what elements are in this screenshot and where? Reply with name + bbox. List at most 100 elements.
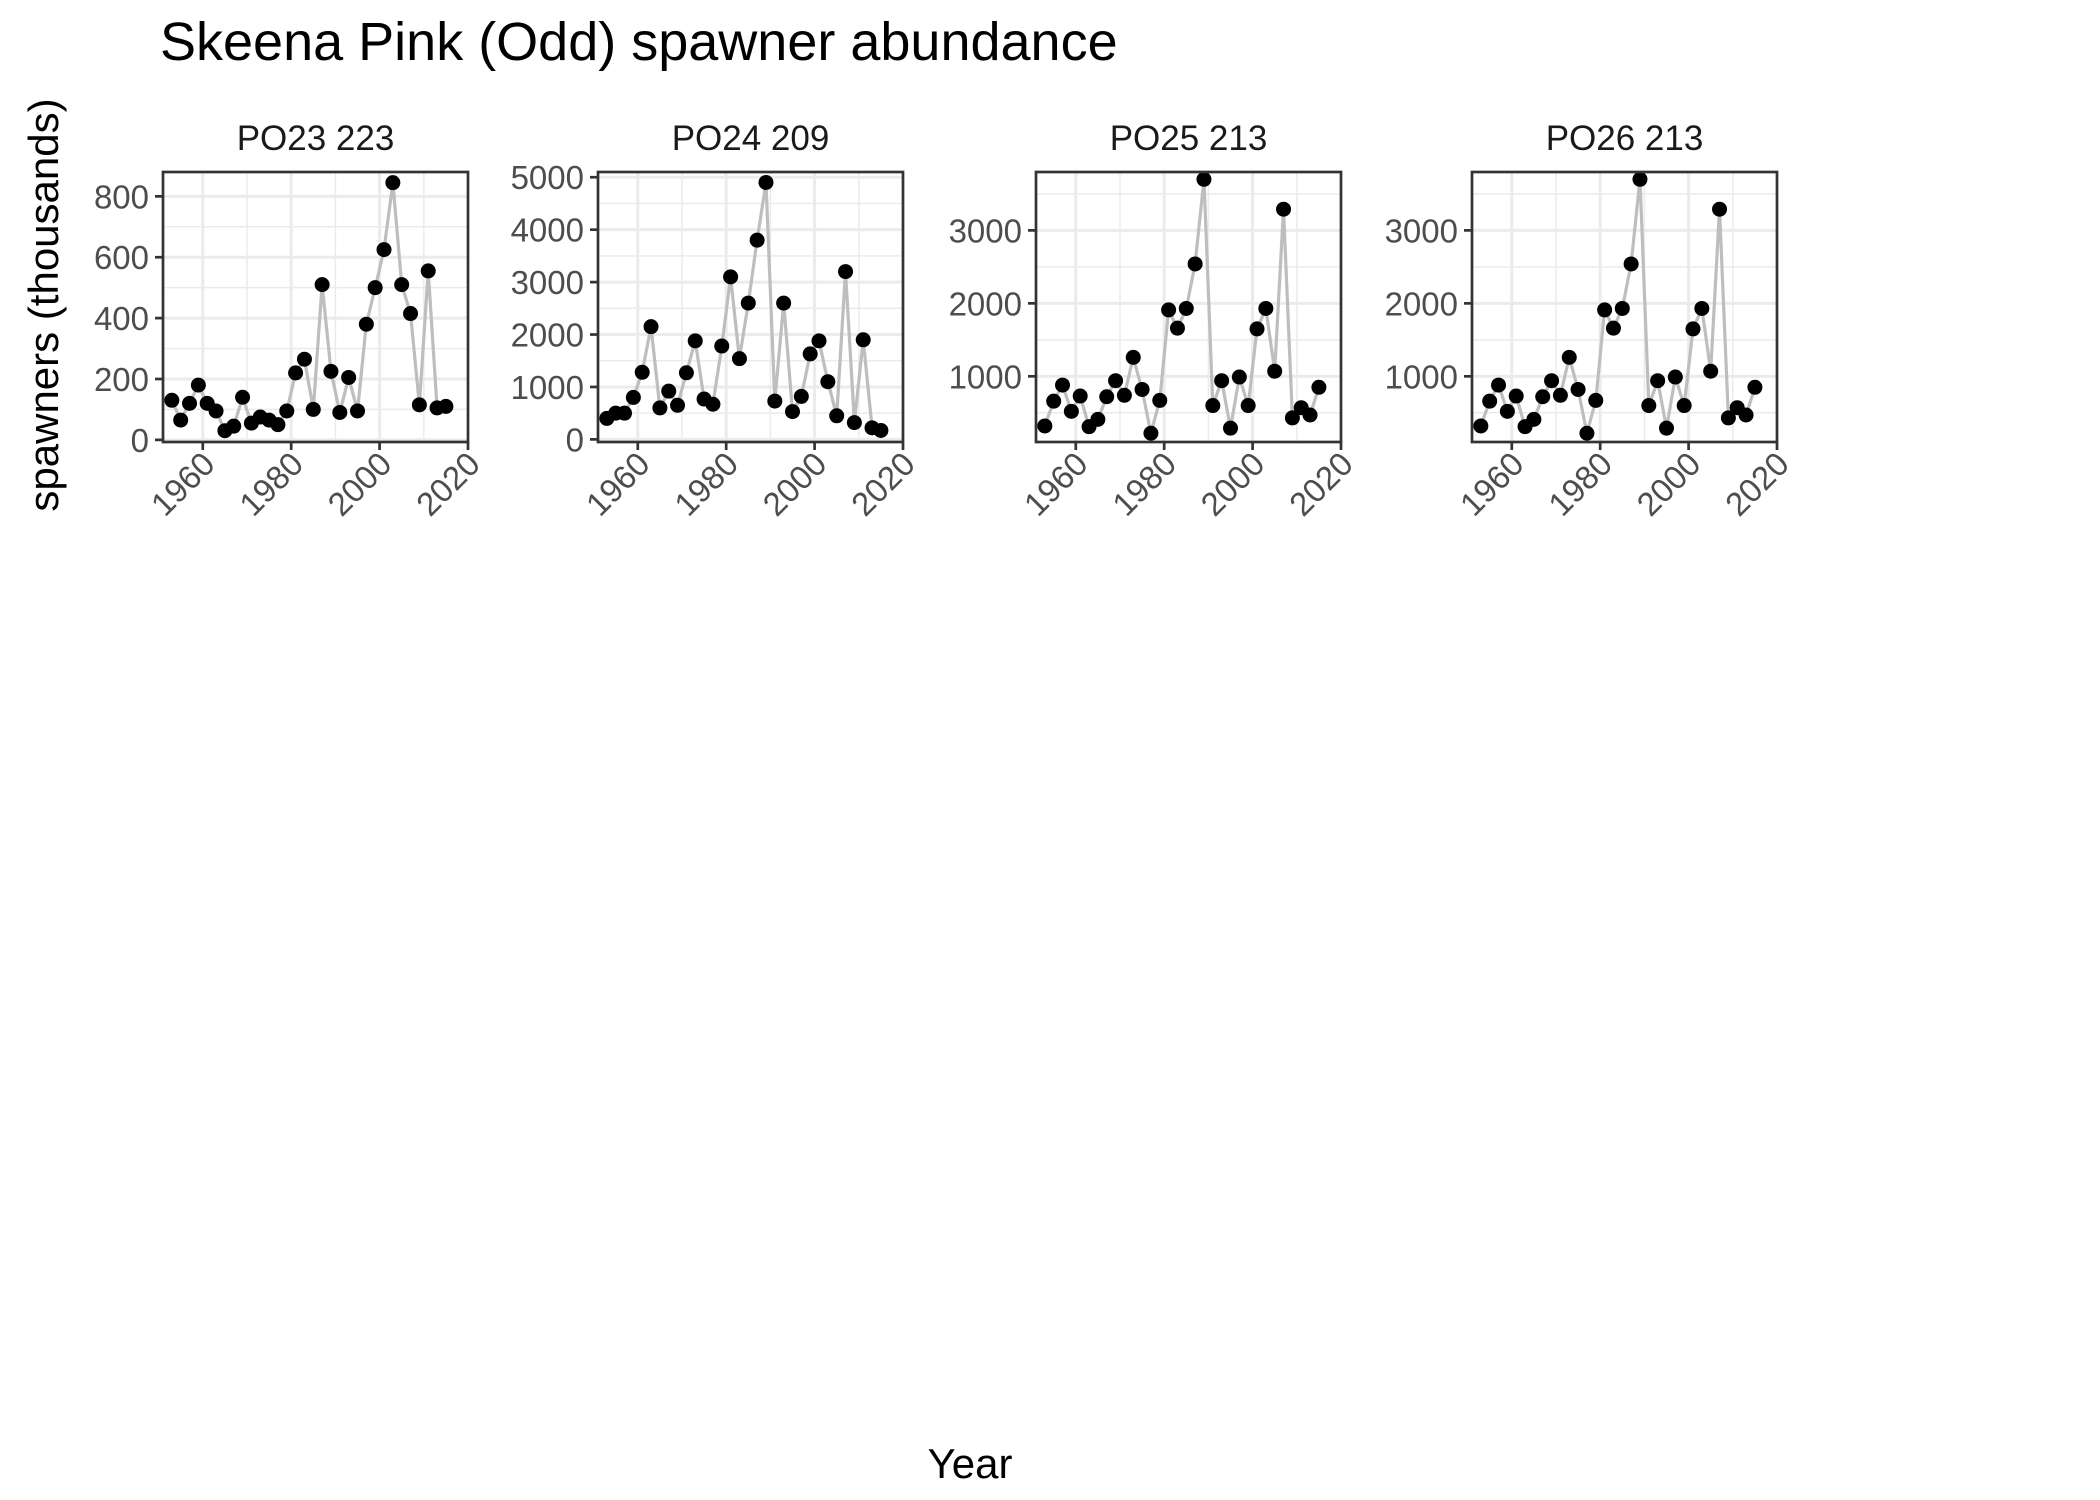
y-tick-label: 800: [94, 178, 149, 215]
x-tick-label: 2000: [1629, 445, 1707, 523]
data-point: [1267, 363, 1283, 379]
data-point: [1143, 425, 1159, 441]
panel-title: PO24 209: [672, 119, 830, 158]
data-point: [1482, 393, 1498, 409]
data-point: [1302, 407, 1318, 423]
data-point: [323, 363, 339, 379]
x-tick-label: 2020: [844, 445, 922, 523]
data-point: [182, 395, 198, 411]
data-point: [1561, 349, 1577, 365]
data-point: [403, 306, 419, 322]
data-point: [1231, 369, 1247, 385]
data-point: [270, 417, 286, 433]
data-point: [1747, 379, 1763, 395]
data-point: [625, 389, 641, 405]
data-point: [349, 403, 365, 419]
data-point: [829, 408, 845, 424]
series-line: [170, 182, 447, 433]
data-point: [279, 403, 295, 419]
y-tick-label: 0: [566, 421, 584, 458]
x-tick-label: 2020: [1282, 445, 1360, 523]
data-point: [1579, 425, 1595, 441]
data-point: [164, 392, 180, 408]
data-point: [1055, 377, 1071, 393]
data-point: [394, 277, 410, 293]
x-tick-label: 1980: [1541, 445, 1619, 523]
y-tick-label: 1000: [511, 369, 584, 406]
x-tick-label: 2020: [409, 445, 487, 523]
y-tick-label: 0: [131, 422, 149, 459]
data-point: [1473, 418, 1489, 434]
data-point: [1712, 201, 1728, 217]
data-point: [749, 232, 765, 248]
data-point: [1552, 387, 1568, 403]
data-point: [740, 295, 756, 311]
y-tick-label: 2000: [1385, 285, 1458, 322]
data-point: [1588, 392, 1604, 408]
data-point: [341, 369, 357, 385]
panel-title: PO25 213: [1110, 119, 1268, 158]
y-tick-label: 2000: [511, 317, 584, 354]
data-point: [1187, 256, 1203, 272]
data-point: [820, 374, 836, 390]
data-point: [1205, 398, 1221, 414]
data-point: [305, 401, 321, 417]
data-point: [1063, 403, 1079, 419]
y-tick-label: 4000: [511, 212, 584, 249]
data-point: [1169, 320, 1185, 336]
data-point: [235, 389, 251, 405]
data-point: [420, 263, 436, 279]
data-point: [1116, 387, 1132, 403]
data-point: [1544, 373, 1560, 389]
data-point: [873, 422, 889, 438]
data-point: [838, 264, 854, 280]
data-point: [332, 404, 348, 420]
x-tick-label: 1960: [579, 445, 657, 523]
data-point: [190, 377, 206, 393]
y-tick-label: 200: [94, 361, 149, 398]
data-point: [411, 397, 427, 413]
data-point: [1499, 403, 1515, 419]
data-point: [438, 398, 454, 414]
data-point: [714, 338, 730, 354]
data-point: [1650, 373, 1666, 389]
data-point: [661, 383, 677, 399]
data-point: [1720, 410, 1736, 426]
data-point: [226, 418, 242, 434]
data-point: [1623, 256, 1639, 272]
data-point: [1090, 411, 1106, 427]
data-point: [1037, 418, 1053, 434]
data-point: [296, 351, 312, 367]
data-point: [731, 351, 747, 367]
data-point: [846, 415, 862, 431]
data-point: [1605, 320, 1621, 336]
x-tick-label: 2000: [1193, 445, 1271, 523]
x-axis-title: Year: [928, 1440, 1013, 1487]
y-tick-label: 2000: [949, 285, 1022, 322]
data-point: [1685, 321, 1701, 337]
x-tick-label: 2000: [755, 445, 833, 523]
data-point: [758, 174, 774, 190]
data-point: [1161, 302, 1177, 318]
panel-title: PO23 223: [237, 119, 395, 158]
y-tick-label: 3000: [511, 264, 584, 301]
data-point: [811, 333, 827, 349]
y-tick-label: 1000: [1385, 358, 1458, 395]
data-point: [767, 393, 783, 409]
data-point: [1072, 388, 1088, 404]
data-point: [376, 242, 392, 258]
x-tick-label: 1960: [1453, 445, 1531, 523]
x-tick-label: 1960: [144, 445, 222, 523]
panel-title: PO26 213: [1546, 119, 1704, 158]
x-tick-label: 1980: [667, 445, 745, 523]
y-tick-label: 5000: [511, 159, 584, 196]
panel-1: 0 200 400 600 800 1960 1980 2000 2020 PO23 223: [94, 119, 487, 523]
data-point: [705, 396, 721, 412]
x-tick-label: 1960: [1017, 445, 1095, 523]
data-point: [1570, 381, 1586, 397]
y-tick-label: 3000: [1385, 212, 1458, 249]
data-point: [1258, 300, 1274, 316]
x-tick-label: 2000: [320, 445, 398, 523]
